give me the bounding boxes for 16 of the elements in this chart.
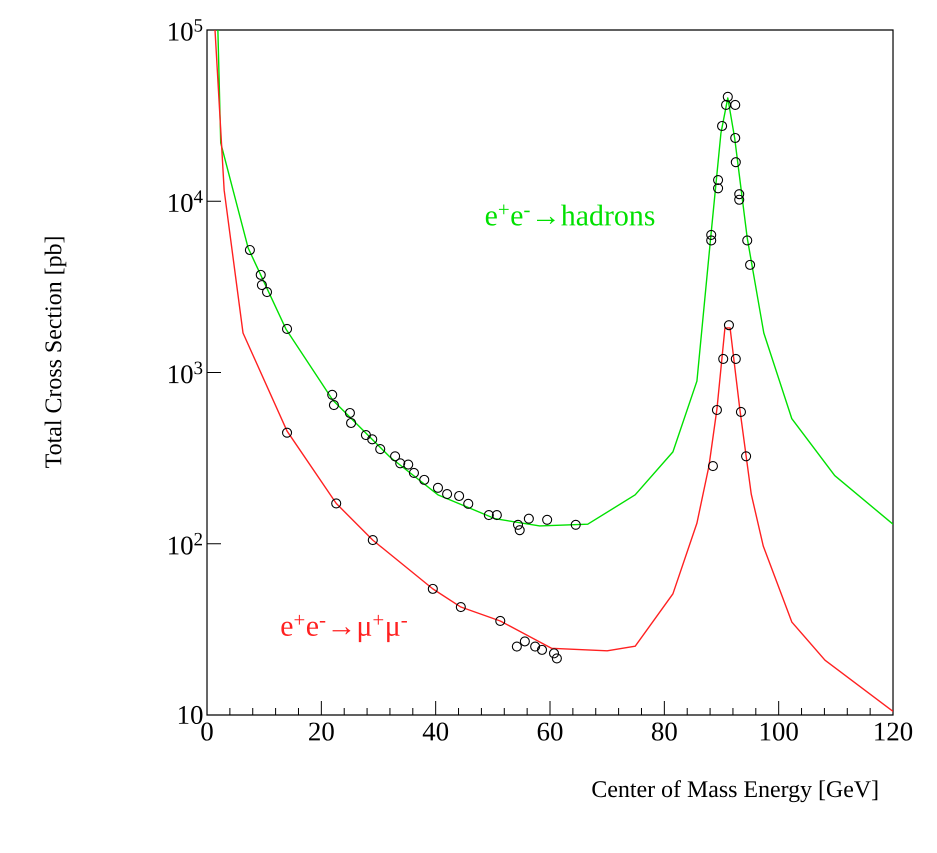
y-tick-label: 10$^{2}$ [169, 532, 202, 555]
y-tick-label: 10 [178, 706, 202, 724]
y-axis-title: Total Cross Section [pb] [44, 237, 66, 468]
x-tick-label: 80 [652, 722, 677, 741]
x-tick-label: 40 [422, 722, 448, 741]
x-axis-title: Center of Mass Energy [GeV] [592, 780, 878, 802]
x-tick-label: 60 [538, 722, 562, 741]
y-tick-label: 10$^{3}$ [169, 362, 202, 384]
series-label: e$^{+}$e$^{-}$→hadrons [486, 204, 654, 226]
x-tick-label: 20 [309, 722, 334, 741]
x-tick-label: 120 [875, 722, 912, 741]
y-tick-label: 10$^{5}$ [169, 19, 202, 41]
series-label: e$^{+}$e$^{-}$→μ$^{+}$μ$^{-}$ [281, 614, 407, 642]
x-tick-label: 0 [201, 722, 213, 741]
y-tick-label: 10$^{4}$ [169, 190, 203, 212]
x-tick-label: 100 [760, 722, 798, 741]
